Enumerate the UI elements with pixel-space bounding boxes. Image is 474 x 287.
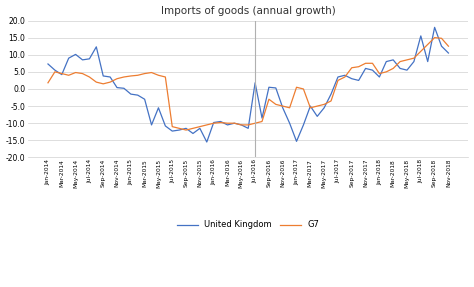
G7 [183, 128, 189, 132]
United Kingdom [59, 73, 64, 76]
United Kingdom [259, 116, 265, 120]
Line: United Kingdom: United Kingdom [48, 27, 448, 142]
United Kingdom [204, 140, 210, 144]
G7 [45, 81, 51, 85]
United Kingdom [432, 26, 438, 29]
G7 [259, 120, 265, 123]
G7 [432, 36, 438, 39]
Title: Imports of goods (annual growth): Imports of goods (annual growth) [161, 5, 336, 15]
United Kingdom [149, 123, 155, 127]
United Kingdom [87, 57, 92, 61]
G7 [107, 80, 113, 84]
Legend: United Kingdom, G7: United Kingdom, G7 [173, 217, 323, 233]
G7 [149, 71, 155, 74]
United Kingdom [342, 73, 348, 77]
United Kingdom [45, 62, 51, 66]
United Kingdom [107, 75, 113, 79]
Line: G7: G7 [48, 38, 448, 130]
G7 [342, 75, 348, 79]
G7 [87, 75, 92, 79]
United Kingdom [446, 51, 451, 55]
G7 [59, 72, 64, 75]
G7 [446, 44, 451, 48]
